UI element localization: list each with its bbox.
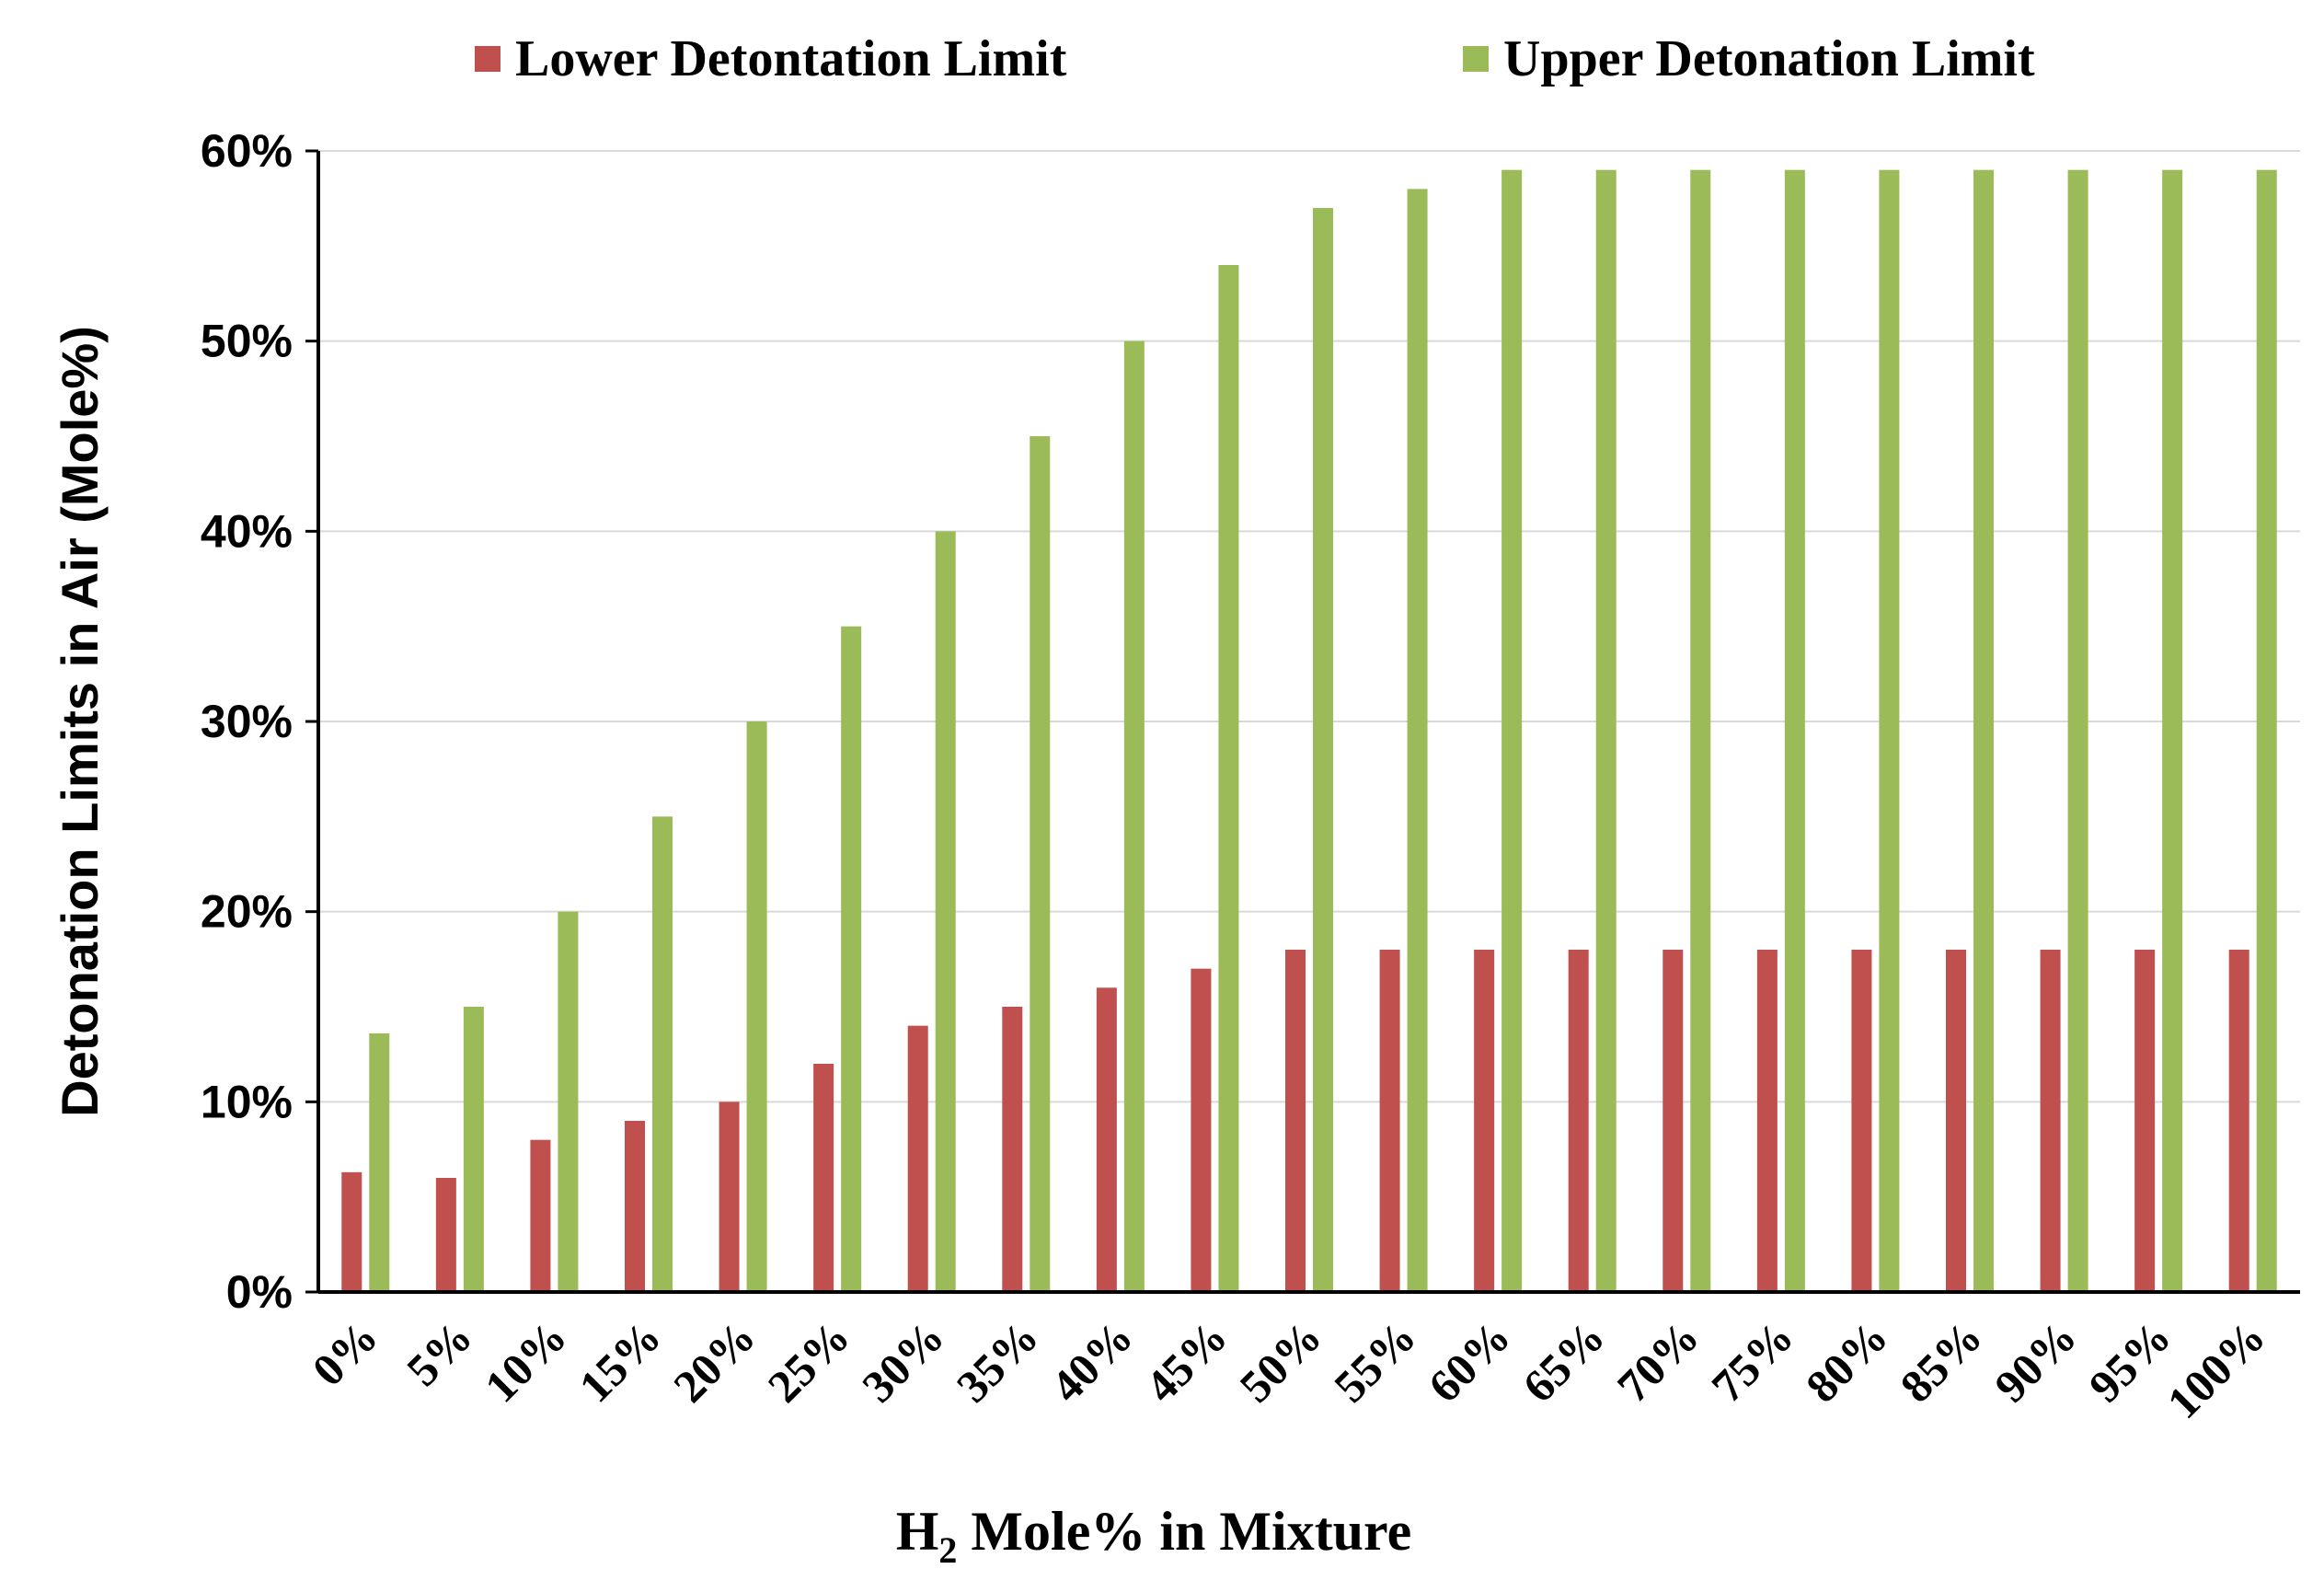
bar-lower-limit — [813, 1064, 834, 1292]
bar-upper-limit — [1973, 169, 1994, 1293]
bar-upper-limit — [463, 1007, 484, 1292]
bar-lower-limit — [907, 1025, 928, 1292]
bar-upper-limit — [1218, 265, 1239, 1292]
y-axis-label: Detonation Limits in Air (Mole%) — [51, 326, 109, 1117]
x-axis-label-rest: Mole% in Mixture — [957, 1501, 1411, 1562]
bar-lower-limit — [435, 1178, 456, 1292]
x-tick-label: 80% — [1796, 1310, 1897, 1412]
x-tick-label: 65% — [1513, 1310, 1614, 1412]
x-tick-label: 70% — [1607, 1310, 1708, 1412]
x-tick-label: 60% — [1419, 1310, 1520, 1412]
bars — [341, 169, 2277, 1293]
bar-upper-limit — [1784, 169, 1805, 1293]
x-tick-label: 50% — [1229, 1310, 1330, 1412]
bar-lower-limit — [2228, 950, 2249, 1292]
x-tick-label: 45% — [1135, 1310, 1237, 1412]
bar-lower-limit — [2134, 950, 2156, 1292]
bar-lower-limit — [1002, 1007, 1023, 1292]
x-tick-label: 30% — [852, 1310, 953, 1412]
y-tick-label: 10% — [201, 1076, 293, 1127]
bar-lower-limit — [1096, 987, 1117, 1292]
bar-lower-limit — [1285, 950, 1306, 1292]
bar-upper-limit — [1313, 208, 1333, 1292]
x-tick-labels: 0% 5%10%15%20%25%30%35%40%45%50%55%60%65%… — [302, 1310, 2274, 1428]
x-tick-label: 20% — [663, 1310, 765, 1412]
y-tick-label: 0% — [226, 1266, 293, 1318]
bar-lower-limit — [1191, 968, 1212, 1292]
legend-swatch-lower — [475, 46, 500, 72]
bar-lower-limit — [625, 1121, 645, 1292]
y-tick-label: 40% — [201, 505, 293, 557]
bar-lower-limit — [1474, 950, 1495, 1292]
bar-lower-limit — [1851, 950, 1872, 1292]
y-tick-labels: 0% 10% 20% 30% 40% 50% 60% — [201, 125, 318, 1318]
x-tick-label: 90% — [1985, 1310, 2086, 1412]
bar-upper-limit — [1879, 169, 1900, 1293]
bar-upper-limit — [841, 626, 862, 1292]
bar-lower-limit — [1946, 950, 1966, 1292]
bar-lower-limit — [1756, 950, 1778, 1292]
bar-upper-limit — [1595, 169, 1616, 1293]
bar-upper-limit — [1123, 340, 1145, 1293]
x-axis-label: H2 Mole% in Mixture — [896, 1501, 1411, 1571]
bar-lower-limit — [341, 1171, 362, 1292]
x-tick-label: 55% — [1324, 1310, 1425, 1412]
x-tick-label: 40% — [1041, 1310, 1142, 1412]
bar-upper-limit — [1030, 436, 1051, 1292]
bar-lower-limit — [2040, 950, 2061, 1292]
gridlines — [318, 150, 2300, 1103]
y-tick-label: 30% — [201, 696, 293, 747]
bar-upper-limit — [1407, 189, 1428, 1292]
bar-upper-limit — [1501, 169, 1523, 1293]
x-tick-label: 10% — [475, 1310, 576, 1412]
bar-upper-limit — [369, 1032, 390, 1292]
bar-lower-limit — [719, 1102, 740, 1292]
x-tick-label: 100% — [2157, 1310, 2275, 1428]
bar-lower-limit — [530, 1139, 551, 1292]
bar-upper-limit — [2067, 169, 2088, 1293]
bar-upper-limit — [2256, 169, 2277, 1293]
x-axis-label-main: H — [896, 1501, 939, 1562]
bar-upper-limit — [1690, 169, 1711, 1293]
x-tick-label: 75% — [1701, 1310, 1802, 1412]
x-tick-label: 85% — [1890, 1310, 1991, 1412]
bar-upper-limit — [2162, 169, 2183, 1293]
x-tick-label: 15% — [569, 1310, 670, 1412]
legend-label-lower: Lower Detontation Limit — [515, 30, 1067, 87]
y-tick-label: 20% — [201, 886, 293, 938]
bar-lower-limit — [1662, 950, 1684, 1292]
bar-lower-limit — [1379, 950, 1400, 1292]
x-tick-label: 5% — [397, 1310, 482, 1396]
x-axis-label-subscript: 2 — [938, 1529, 957, 1571]
bar-lower-limit — [1568, 950, 1589, 1292]
bar-upper-limit — [558, 911, 579, 1292]
legend: Lower Detontation Limit Upper Detonation… — [475, 30, 2035, 87]
x-tick-label: 35% — [947, 1310, 1048, 1412]
bar-upper-limit — [652, 816, 673, 1292]
legend-swatch-upper — [1463, 46, 1489, 72]
bar-upper-limit — [935, 531, 956, 1292]
legend-label-upper: Upper Detonation Limit — [1503, 30, 2035, 87]
y-tick-label: 60% — [201, 125, 293, 177]
x-tick-label: 25% — [758, 1310, 859, 1412]
x-tick-label: 0% — [302, 1310, 387, 1396]
y-tick-label: 50% — [201, 316, 293, 367]
bar-upper-limit — [746, 721, 767, 1292]
